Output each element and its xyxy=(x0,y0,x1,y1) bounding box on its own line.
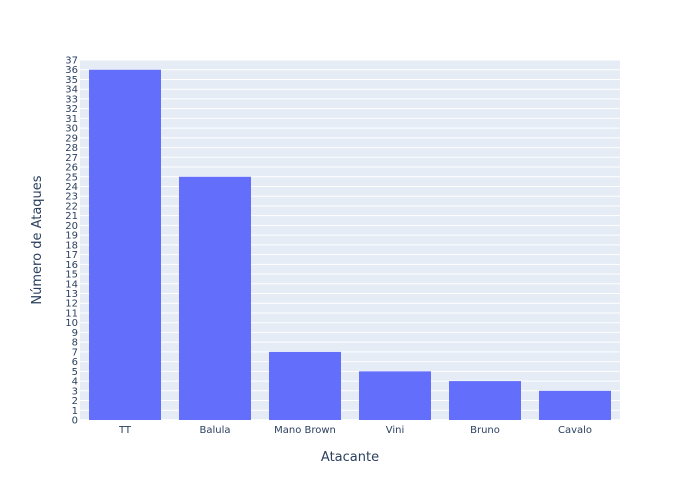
y-tick-label: 33 xyxy=(65,94,78,105)
y-axis-title: Número de Ataques xyxy=(30,175,45,304)
bar-vini[interactable] xyxy=(359,371,431,420)
y-tick-label: 22 xyxy=(65,201,78,212)
y-tick-label: 7 xyxy=(72,347,78,358)
y-tick-label: 23 xyxy=(65,192,78,203)
x-tick-label: Balula xyxy=(199,425,230,436)
y-tick-label: 6 xyxy=(72,357,78,368)
bar-cavalo[interactable] xyxy=(539,390,611,420)
x-tick-label: Vini xyxy=(386,425,405,436)
y-tick-label: 2 xyxy=(72,396,78,407)
y-tick-label: 1 xyxy=(72,406,78,417)
y-tick-label: 21 xyxy=(65,211,78,222)
y-tick-label: 34 xyxy=(65,85,78,96)
y-tick-label: 25 xyxy=(65,172,78,183)
y-tick-label: 29 xyxy=(65,133,78,144)
y-tick-labels: 0123456789101112131415161718192021222324… xyxy=(65,56,78,427)
y-tick-label: 26 xyxy=(65,163,78,174)
y-tick-label: 13 xyxy=(65,289,78,300)
y-tick-label: 36 xyxy=(65,65,78,76)
plot-area xyxy=(80,60,620,420)
x-tick-label: Cavalo xyxy=(558,425,592,436)
y-tick-label: 28 xyxy=(65,143,78,154)
y-tick-label: 4 xyxy=(72,377,78,388)
y-tick-label: 8 xyxy=(72,338,78,349)
y-tick-label: 12 xyxy=(65,299,78,310)
y-tick-label: 24 xyxy=(65,182,78,193)
y-tick-label: 31 xyxy=(65,114,78,125)
bar-bruno[interactable] xyxy=(449,381,521,420)
x-tick-label: Bruno xyxy=(470,425,500,436)
y-tick-label: 20 xyxy=(65,221,78,232)
y-tick-label: 9 xyxy=(72,328,78,339)
y-tick-label: 10 xyxy=(65,318,78,329)
gridlines xyxy=(80,59,620,421)
y-tick-label: 19 xyxy=(65,231,78,242)
y-tick-label: 3 xyxy=(72,386,78,397)
y-tick-label: 32 xyxy=(65,104,78,115)
y-tick-label: 27 xyxy=(65,153,78,164)
x-tick-label: Mano Brown xyxy=(274,425,336,436)
y-tick-label: 11 xyxy=(65,308,78,319)
bar-balula[interactable] xyxy=(179,176,251,420)
y-tick-label: 37 xyxy=(65,56,78,67)
y-tick-label: 30 xyxy=(65,124,78,135)
y-tick-label: 14 xyxy=(65,279,78,290)
bar-mano-brown[interactable] xyxy=(269,351,341,420)
y-tick-label: 15 xyxy=(65,270,78,281)
y-tick-label: 18 xyxy=(65,240,78,251)
bar-tt[interactable] xyxy=(89,69,161,420)
y-tick-label: 16 xyxy=(65,260,78,271)
x-axis-title: Atacante xyxy=(321,450,379,465)
x-tick-label: TT xyxy=(118,425,132,436)
y-tick-label: 17 xyxy=(65,250,78,261)
y-tick-label: 0 xyxy=(72,416,78,427)
bars xyxy=(89,69,611,420)
y-tick-label: 5 xyxy=(72,367,78,378)
y-tick-label: 35 xyxy=(65,75,78,86)
x-tick-labels: TT Balula Mano Brown Vini Bruno Cavalo xyxy=(118,425,592,436)
